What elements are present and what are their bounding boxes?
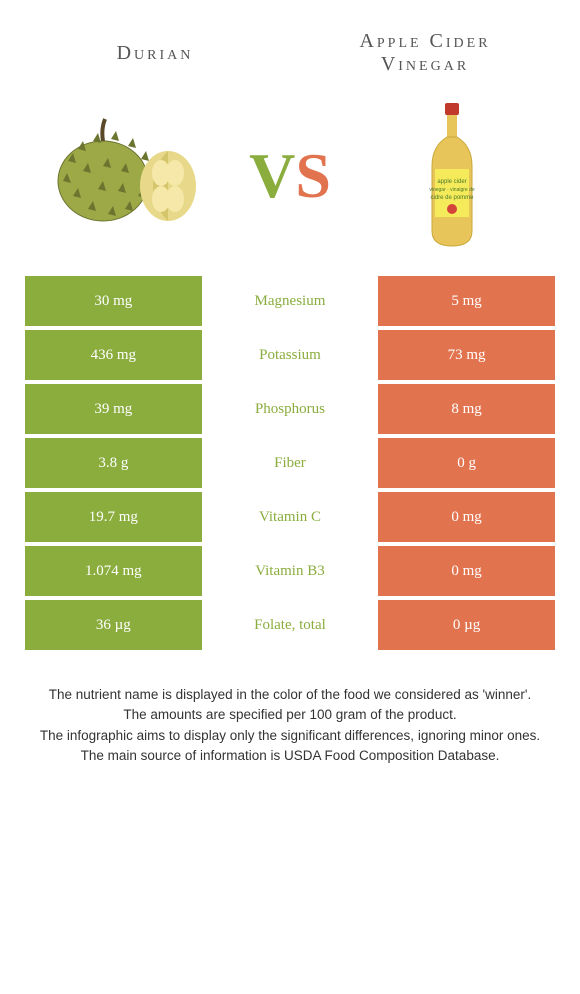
right-value: 0 g — [378, 438, 555, 488]
nutrient-label: Potassium — [202, 330, 379, 380]
left-food-title: Durian — [55, 42, 255, 65]
vs-s: S — [295, 140, 331, 211]
right-food-title: Apple Cider Vinegar — [325, 30, 525, 76]
vs-v: V — [249, 140, 295, 211]
right-value: 5 mg — [378, 276, 555, 326]
left-value: 19.7 mg — [25, 492, 202, 542]
footer-line: The nutrient name is displayed in the co… — [25, 685, 555, 705]
left-value: 3.8 g — [25, 438, 202, 488]
vinegar-image: apple cider vinegar · vinaigre de cidre … — [377, 101, 527, 251]
right-value: 0 mg — [378, 546, 555, 596]
table-row: 39 mgPhosphorus8 mg — [25, 384, 555, 434]
footer-notes: The nutrient name is displayed in the co… — [25, 685, 555, 766]
vs-label: VS — [249, 139, 331, 213]
table-row: 436 mgPotassium73 mg — [25, 330, 555, 380]
header: Durian Apple Cider Vinegar — [0, 0, 580, 91]
left-value: 39 mg — [25, 384, 202, 434]
comparison-table: 30 mgMagnesium5 mg436 mgPotassium73 mg39… — [25, 276, 555, 650]
left-value: 436 mg — [25, 330, 202, 380]
durian-image — [53, 101, 203, 251]
nutrient-label: Folate, total — [202, 600, 379, 650]
right-value: 0 mg — [378, 492, 555, 542]
table-row: 1.074 mgVitamin B30 mg — [25, 546, 555, 596]
svg-text:cidre de pomme: cidre de pomme — [430, 195, 474, 201]
right-value: 8 mg — [378, 384, 555, 434]
right-value: 0 µg — [378, 600, 555, 650]
right-value: 73 mg — [378, 330, 555, 380]
table-row: 30 mgMagnesium5 mg — [25, 276, 555, 326]
table-row: 3.8 gFiber0 g — [25, 438, 555, 488]
left-value: 1.074 mg — [25, 546, 202, 596]
footer-line: The amounts are specified per 100 gram o… — [25, 705, 555, 725]
left-value: 36 µg — [25, 600, 202, 650]
nutrient-label: Magnesium — [202, 276, 379, 326]
table-row: 36 µgFolate, total0 µg — [25, 600, 555, 650]
svg-text:vinegar · vinaigre de: vinegar · vinaigre de — [429, 187, 475, 193]
footer-line: The infographic aims to display only the… — [25, 726, 555, 746]
left-value: 30 mg — [25, 276, 202, 326]
images-row: VS apple cider vinegar · vinaigre de cid… — [0, 91, 580, 276]
nutrient-label: Phosphorus — [202, 384, 379, 434]
nutrient-label: Vitamin C — [202, 492, 379, 542]
svg-text:apple cider: apple cider — [437, 179, 466, 185]
nutrient-label: Fiber — [202, 438, 379, 488]
nutrient-label: Vitamin B3 — [202, 546, 379, 596]
table-row: 19.7 mgVitamin C0 mg — [25, 492, 555, 542]
footer-line: The main source of information is USDA F… — [25, 746, 555, 766]
